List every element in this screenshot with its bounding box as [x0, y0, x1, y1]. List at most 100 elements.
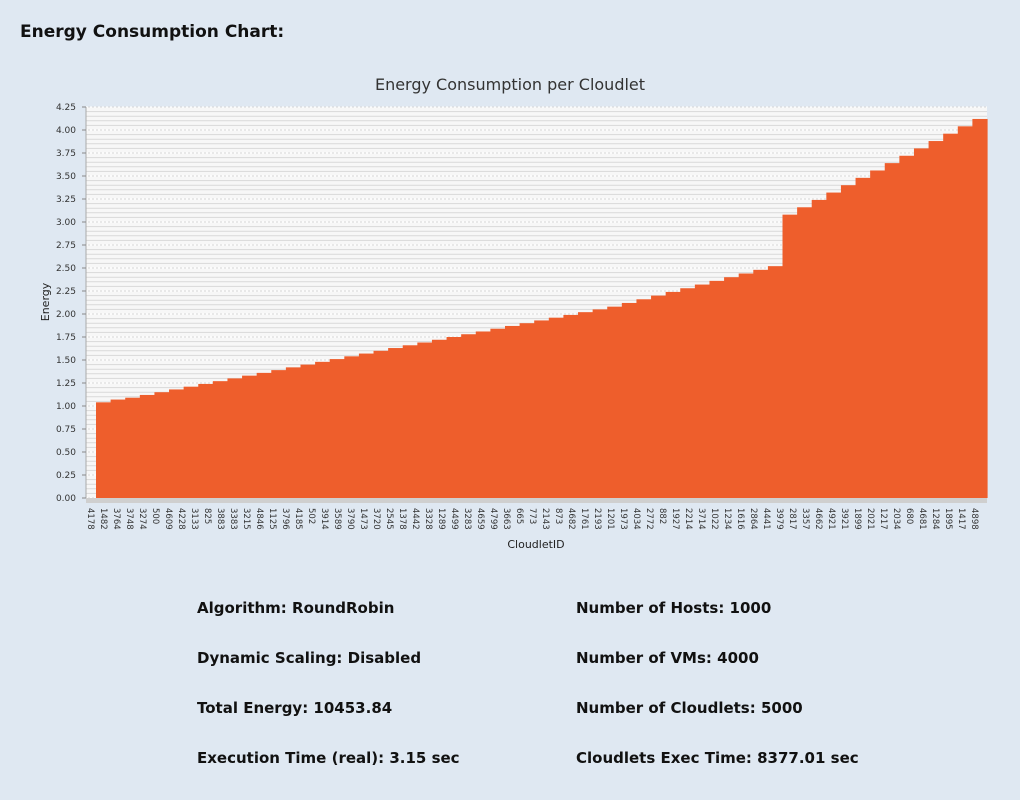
bar — [840, 185, 857, 498]
x-tick-label: 1973 — [618, 508, 628, 530]
x-tick-label: 4178 — [85, 508, 95, 530]
x-tick-label: 4228 — [176, 508, 186, 530]
bar — [826, 192, 842, 498]
bar — [183, 386, 199, 498]
y-tick-label: 0.75 — [56, 425, 76, 435]
bar — [972, 118, 988, 499]
x-tick-label: 2143 — [540, 508, 550, 530]
bar — [797, 207, 813, 498]
x-tick-label: 3133 — [189, 508, 199, 530]
bar — [212, 381, 229, 498]
x-tick-label: 4441 — [761, 508, 771, 530]
x-tick-label: 4682 — [566, 508, 576, 530]
bar — [358, 353, 375, 498]
x-tick-label: 2545 — [384, 508, 394, 530]
bar — [899, 155, 915, 498]
bar — [607, 306, 623, 498]
x-tick-label: 825 — [202, 508, 212, 524]
x-tick-label: 4846 — [254, 508, 264, 530]
y-tick-label: 2.75 — [56, 241, 76, 251]
x-tick-label: 3589 — [332, 508, 342, 530]
bar — [578, 312, 594, 498]
x-tick-label: 3979 — [774, 508, 784, 530]
x-tick-label: 4442 — [410, 508, 420, 530]
x-tick-label: 4659 — [475, 508, 485, 530]
x-tick-label: 3274 — [137, 508, 147, 530]
y-tick-label: 0.25 — [56, 471, 76, 481]
bar — [446, 337, 462, 498]
x-tick-label: 1022 — [709, 508, 719, 530]
bar — [665, 291, 681, 498]
bar — [300, 364, 316, 498]
x-axis-ticks: 4178 1482 3764 3748 3274 500 4609 4228 3133 825 38… — [85, 508, 979, 530]
x-tick-label: 1217 — [878, 508, 888, 530]
x-tick-label: 3764 — [111, 508, 121, 530]
y-tick-label: 3.75 — [56, 149, 76, 159]
bar — [242, 375, 258, 498]
x-tick-label: 1899 — [852, 508, 862, 530]
bar — [928, 141, 944, 499]
x-tick-label: 4499 — [449, 508, 459, 530]
stat-num-vms: Number of VMs: 4000 — [576, 649, 759, 667]
x-axis-label: CloudletID — [507, 538, 564, 551]
x-tick-label: 4185 — [293, 508, 303, 530]
x-tick-label: 680 — [904, 508, 914, 524]
y-tick-label: 3.00 — [56, 218, 76, 228]
x-tick-label: 1125 — [267, 508, 277, 530]
y-axis-ticks: 0.00 0.25 0.50 0.75 1.00 1.25 1.50 1.75 2.00 2.25… — [56, 103, 987, 504]
energy-bars — [96, 118, 988, 499]
bar — [782, 214, 798, 498]
stat-dynamic-scaling: Dynamic Scaling: Disabled — [197, 649, 422, 667]
x-tick-label: 4662 — [813, 508, 823, 530]
bar — [504, 325, 521, 498]
x-tick-label: 3383 — [228, 508, 238, 530]
x-tick-label: 3714 — [696, 508, 706, 530]
x-tick-label: 2817 — [787, 508, 797, 530]
stat-algorithm: Algorithm: RoundRobin — [197, 599, 395, 617]
y-tick-label: 2.50 — [56, 264, 76, 274]
y-tick-label: 2.25 — [56, 287, 76, 297]
x-tick-label: 1895 — [943, 508, 953, 530]
y-tick-label: 0.50 — [56, 448, 76, 458]
y-tick-label: 3.50 — [56, 172, 76, 182]
x-tick-label: 2214 — [683, 508, 693, 530]
x-tick-label: 1289 — [436, 508, 446, 530]
y-tick-label: 0.00 — [56, 494, 76, 504]
x-tick-label: 1284 — [930, 508, 940, 530]
bar — [256, 372, 272, 498]
bar — [811, 199, 827, 499]
y-tick-label: 4.00 — [56, 126, 76, 136]
bar — [198, 383, 214, 498]
x-tick-label: 3215 — [241, 508, 251, 530]
bar — [592, 309, 608, 498]
bar — [154, 392, 170, 498]
x-tick-label: 4681 — [917, 508, 927, 530]
stat-num-cloudlets: Number of Cloudlets: 5000 — [576, 699, 803, 717]
y-tick-label: 1.00 — [56, 402, 76, 412]
x-tick-label: 3748 — [124, 508, 134, 530]
bar — [402, 345, 418, 498]
bar — [621, 302, 638, 498]
x-tick-label: 2864 — [748, 508, 758, 530]
x-tick-label: 1761 — [579, 508, 589, 530]
x-tick-label: 2034 — [891, 508, 901, 530]
x-tick-label: 1417 — [956, 508, 966, 530]
bar — [855, 177, 871, 498]
bar — [563, 314, 579, 498]
x-tick-label: 4799 — [488, 508, 498, 530]
x-tick-label: 3790 — [345, 508, 355, 530]
bar — [96, 402, 112, 498]
bar — [767, 266, 784, 498]
x-tick-label: 3720 — [371, 508, 381, 530]
x-tick-label: 2021 — [865, 508, 875, 530]
x-tick-label: 2772 — [644, 508, 654, 530]
bar — [388, 348, 404, 498]
y-tick-label: 2.00 — [56, 310, 76, 320]
stat-total-energy: Total Energy: 10453.84 — [197, 699, 393, 717]
bar — [373, 350, 389, 498]
bar — [110, 399, 126, 498]
x-tick-label: 3283 — [462, 508, 472, 530]
bar — [884, 163, 900, 498]
x-tick-label: 502 — [306, 508, 316, 524]
x-tick-label: 4609 — [163, 508, 173, 530]
